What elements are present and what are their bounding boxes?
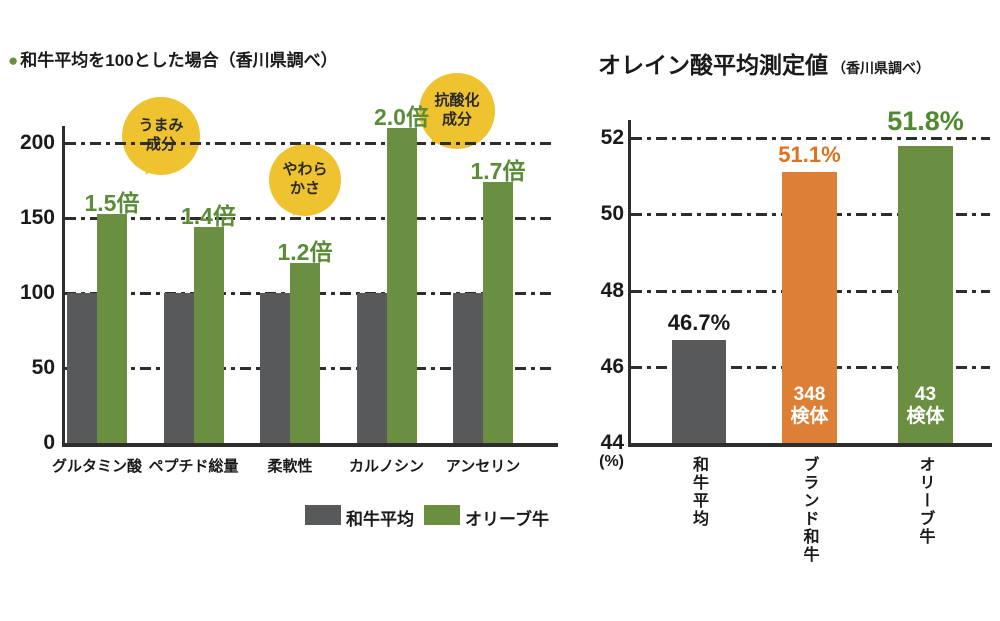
umami-bubble: うまみ 成分 (122, 97, 200, 175)
bar-multiplier-label-1: 1.4倍 (181, 203, 236, 229)
umami-bubble-line1: うまみ (138, 117, 184, 135)
antioxidant-bubble-line2: 成分 (441, 111, 472, 128)
right-bar-2 (898, 145, 953, 443)
left-gridline-150 (65, 217, 555, 220)
bar-multiplier-label-0: 1.5倍 (84, 189, 140, 216)
right-bar-value-label-1: 51.1% (778, 142, 841, 168)
right-bar-value-label-2: 51.8% (887, 105, 964, 136)
right-y-tick-50: 50 (600, 202, 624, 226)
right-x-axis-line (628, 443, 992, 447)
bar-olive-beef-3 (386, 128, 417, 443)
left-x-axis-line (62, 443, 558, 447)
right-chart-title: オレイン酸平均測定値 （香川県調べ） (598, 46, 930, 80)
right-y-axis-line (628, 120, 631, 443)
tenderness-bubble: やわら かさ (269, 144, 341, 216)
legend-swatch-wagyu-average (305, 505, 341, 525)
right-x-category-label-1: ブランド和牛 (800, 456, 818, 564)
bar-wagyu-average-2 (260, 293, 290, 443)
left-y-tick-200: 200 (19, 131, 55, 154)
right-bar-sample-count-2: 43 検体 (906, 384, 945, 427)
left-x-category-label-0: グルタミン酸 (51, 458, 142, 475)
right-chart-title-text: オレイン酸平均測定値 (598, 52, 828, 78)
right-y-tick-48: 48 (600, 278, 624, 302)
green-bullet-icon: ● (8, 51, 19, 70)
bar-multiplier-label-4: 1.7倍 (470, 158, 526, 184)
right-chart-title-note: （香川県調べ） (832, 60, 930, 76)
right-y-tick-46: 46 (600, 354, 624, 378)
left-y-tick-50: 50 (31, 356, 55, 379)
bar-wagyu-average-3 (356, 293, 387, 443)
antioxidant-bubble-line1: 抗酸化 (434, 92, 480, 110)
right-gridline-52 (631, 137, 990, 140)
right-bar-sample-count-1: 348 検体 (790, 384, 829, 427)
bar-olive-beef-4 (483, 182, 513, 443)
left-x-category-label-2: 柔軟性 (267, 458, 313, 475)
bar-wagyu-average-1 (163, 293, 194, 443)
umami-bubble-line2: 成分 (122, 136, 200, 155)
left-chart-title: ● 和牛平均を100とした場合（香川県調べ） (8, 46, 338, 71)
left-y-tick-0: 0 (43, 431, 55, 454)
right-bar-0 (672, 340, 726, 443)
left-y-tick-150: 150 (19, 206, 55, 229)
right-x-category-label-0: 和牛平均 (690, 456, 707, 528)
legend-label-wagyu-average: 和牛平均 (346, 510, 414, 529)
bar-wagyu-average-4 (453, 293, 483, 443)
legend-swatch-olive-beef (424, 505, 460, 525)
bar-multiplier-label-3: 2.0倍 (374, 104, 429, 130)
bar-multiplier-label-2: 1.2倍 (277, 239, 333, 265)
left-y-tick-100: 100 (19, 281, 55, 304)
left-y-axis-line (62, 126, 65, 443)
bar-olive-beef-1 (193, 227, 224, 443)
left-x-category-label-1: ペプチド総量 (148, 458, 239, 475)
tenderness-bubble-line1: やわら (282, 161, 328, 179)
right-bar-value-label-0: 46.7% (667, 310, 731, 336)
right-bar-1 (782, 172, 837, 443)
right-y-tick-44: 44 (600, 431, 624, 454)
bar-olive-beef-2 (290, 263, 320, 443)
right-x-category-label-2: オリーブ牛 (916, 456, 934, 546)
left-gridline-200 (65, 142, 555, 145)
antioxidant-bubble: 抗酸化 成分 (419, 73, 495, 149)
right-y-tick-52: 52 (600, 126, 624, 149)
tenderness-bubble-line2: かさ (289, 180, 320, 197)
right-y-unit-label: (%) (599, 453, 624, 470)
left-x-category-label-4: アンセリン (445, 458, 521, 475)
bar-olive-beef-0 (97, 213, 127, 443)
bar-wagyu-average-0 (67, 293, 97, 443)
legend-label-olive-beef: オリーブ牛 (465, 510, 549, 529)
left-chart-title-text: 和牛平均を100とした場合（香川県調べ） (20, 51, 338, 70)
left-x-category-label-3: カルノシン (348, 458, 424, 475)
